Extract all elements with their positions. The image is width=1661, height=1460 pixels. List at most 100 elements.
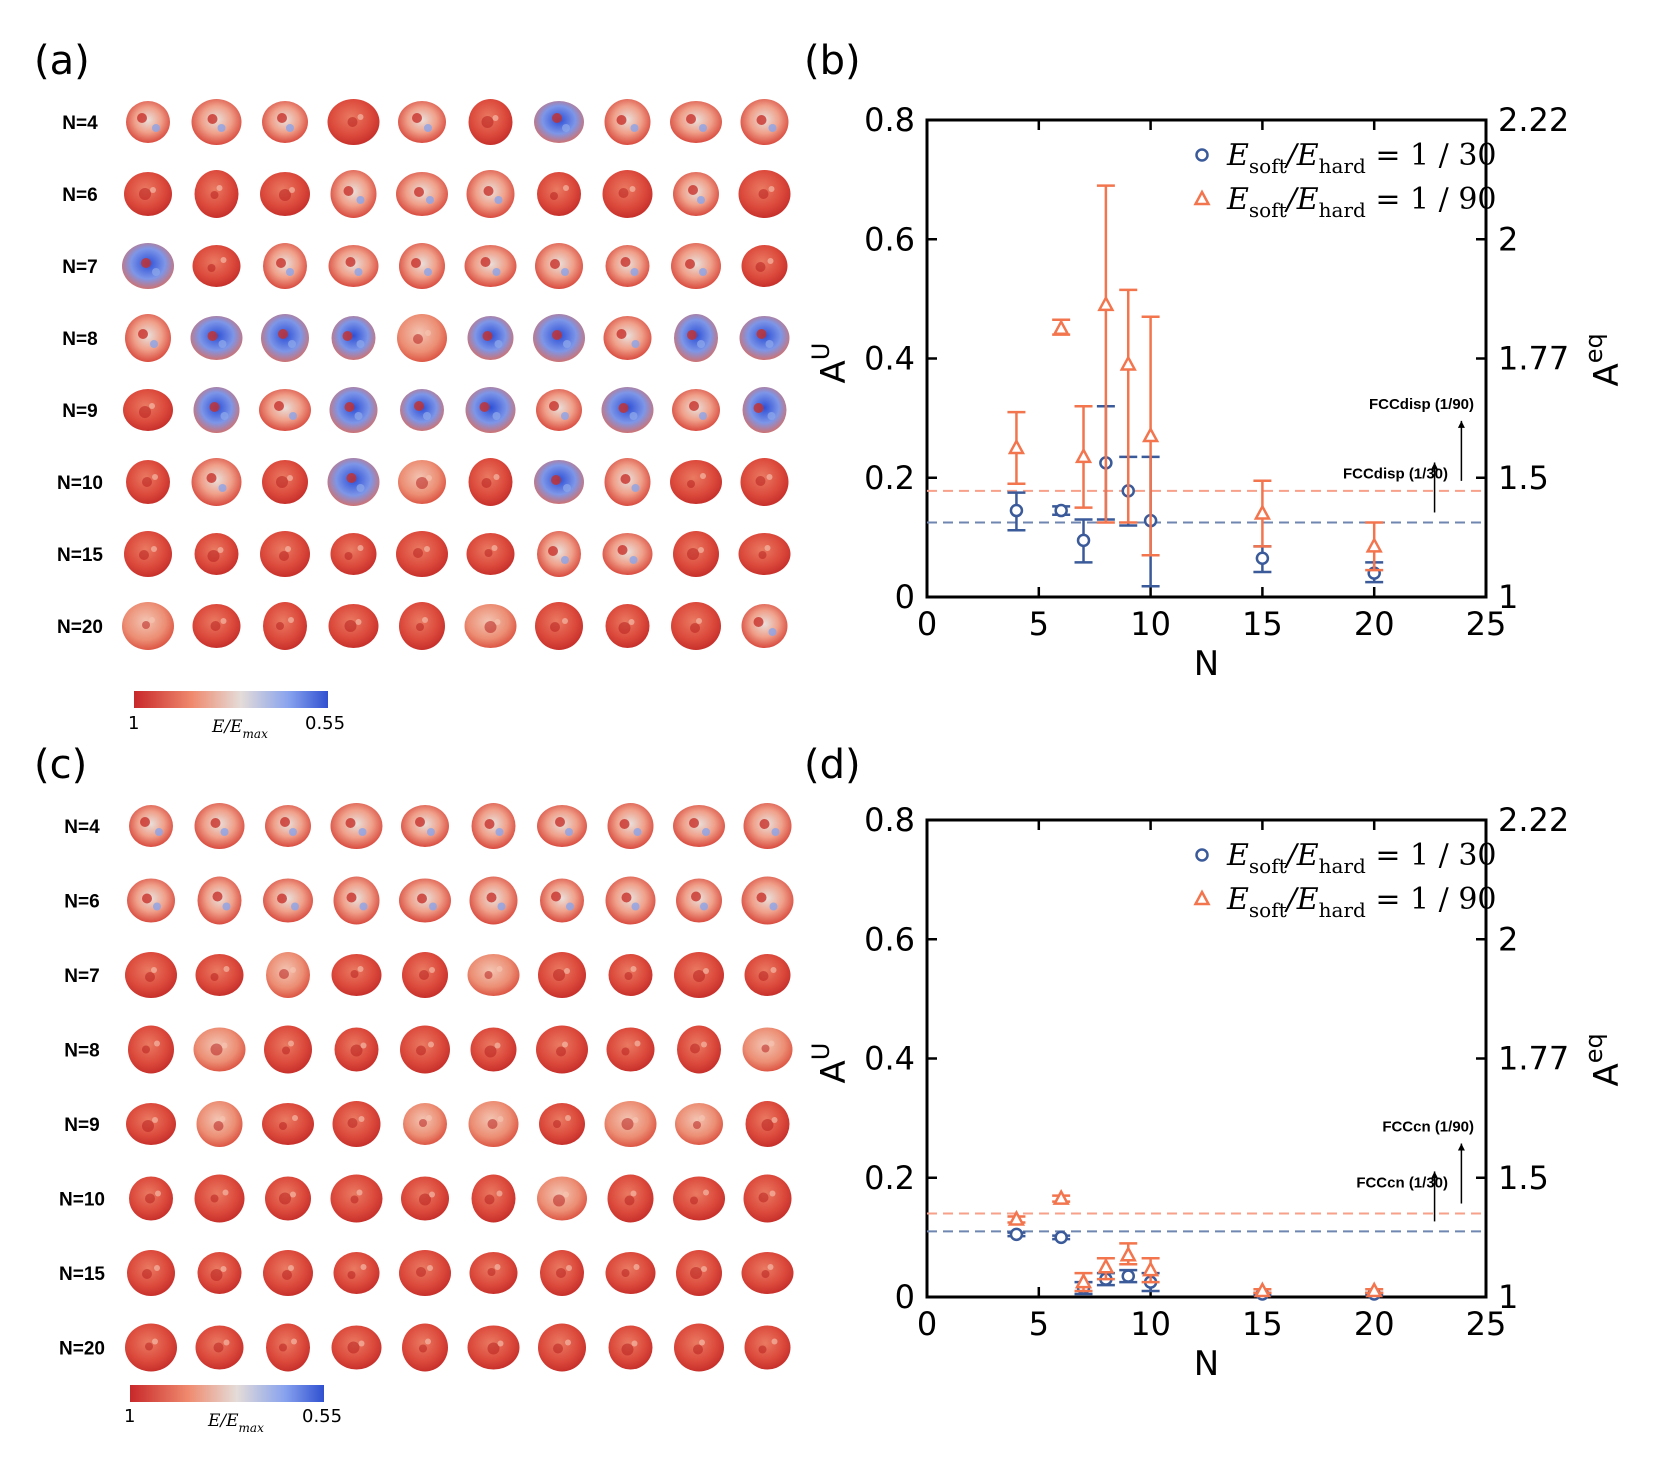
panel-d-label: (d) bbox=[804, 742, 861, 788]
particle-c-4-4 bbox=[403, 1103, 447, 1145]
legend-label-b-0: Esoft/Ehard = 1 / 30 bbox=[1226, 138, 1497, 178]
x-tick-label-b-2: 10 bbox=[1130, 605, 1171, 643]
particle-a-4-3 bbox=[329, 387, 378, 433]
right-tick-label-b-2: 1.77 bbox=[1498, 340, 1569, 378]
particle-c-0-2 bbox=[265, 805, 311, 847]
legend-label-d-0: Esoft/Ehard = 1 / 30 bbox=[1226, 838, 1497, 878]
particle-a-7-9 bbox=[741, 604, 788, 648]
right-tick-label-b-1: 1.5 bbox=[1498, 459, 1549, 497]
particle-c-4-1 bbox=[196, 1101, 243, 1147]
particle-c-6-1 bbox=[197, 1252, 242, 1294]
right-tick-label-d-0: 1 bbox=[1498, 1278, 1518, 1316]
particle-c-1-7 bbox=[605, 876, 656, 925]
particle-a-0-8 bbox=[670, 101, 722, 143]
x-tick-label-b-4: 20 bbox=[1354, 605, 1395, 643]
particle-a-5-7 bbox=[604, 458, 651, 506]
particle-a-7-4 bbox=[399, 602, 445, 650]
y-tick-label-d-0: 0 bbox=[895, 1278, 915, 1316]
row-label-c-5: N=10 bbox=[59, 1190, 105, 1211]
particle-a-4-5 bbox=[465, 387, 516, 433]
particle-c-2-0 bbox=[125, 952, 177, 998]
right-tick-label-d-4: 2.22 bbox=[1498, 801, 1569, 839]
row-label-a-6: N=15 bbox=[57, 545, 103, 566]
panel-c-label: (c) bbox=[34, 742, 87, 788]
particle-a-0-2 bbox=[262, 101, 308, 143]
particle-c-5-9 bbox=[743, 1174, 792, 1223]
particle-a-0-4 bbox=[398, 101, 446, 143]
particle-c-7-4 bbox=[402, 1323, 448, 1372]
colorbar-a-gradient bbox=[134, 691, 328, 708]
reference-label-d-0: FCCcn (1/90) bbox=[1382, 1119, 1474, 1136]
particle-c-1-4 bbox=[399, 878, 451, 923]
particle-c-6-4 bbox=[399, 1250, 451, 1296]
x-tick-label-d-5: 25 bbox=[1466, 1305, 1507, 1343]
legend-marker-b-1 bbox=[1193, 189, 1211, 206]
particle-c-4-9 bbox=[745, 1101, 790, 1147]
particle-a-6-4 bbox=[396, 531, 448, 577]
legend-label-b-1: Esoft/Ehard = 1 / 90 bbox=[1226, 182, 1497, 222]
particle-a-2-8 bbox=[671, 243, 721, 289]
legend-label-d-1: Esoft/Ehard = 1 / 90 bbox=[1226, 882, 1497, 922]
particle-a-2-6 bbox=[535, 243, 583, 289]
particle-grid-c: N=4 N=6 N=7 N=8 N=9 N=10 N=15 N=20 bbox=[59, 803, 794, 1372]
point-d-1-3 bbox=[1097, 1257, 1115, 1274]
x-axis-title-d: N bbox=[1194, 1344, 1219, 1384]
particle-a-5-8 bbox=[670, 460, 722, 504]
particle-c-4-6 bbox=[539, 1103, 585, 1145]
particle-c-1-2 bbox=[263, 878, 313, 923]
particle-a-6-1 bbox=[194, 533, 239, 575]
y-tick-label-d-2: 0.4 bbox=[864, 1040, 915, 1078]
particle-c-2-5 bbox=[467, 954, 520, 996]
right-axis-title-d: Aeq bbox=[1580, 1033, 1627, 1086]
point-d-1-5 bbox=[1142, 1260, 1160, 1277]
particle-a-6-3 bbox=[330, 533, 377, 575]
row-label-c-7: N=20 bbox=[59, 1339, 105, 1360]
x-tick-label-b-5: 25 bbox=[1466, 605, 1507, 643]
particle-a-7-6 bbox=[535, 602, 583, 650]
particle-c-1-3 bbox=[333, 876, 380, 925]
particle-c-7-1 bbox=[195, 1325, 244, 1370]
row-label-a-0: N=4 bbox=[62, 113, 98, 134]
colorbar-a-min-label: 1 bbox=[128, 713, 139, 734]
row-label-a-3: N=8 bbox=[62, 329, 97, 350]
point-b-1-0 bbox=[1007, 438, 1026, 455]
particle-a-0-7 bbox=[604, 99, 651, 145]
particle-a-7-3 bbox=[328, 604, 379, 648]
particle-a-1-4 bbox=[396, 172, 448, 216]
particle-a-4-7 bbox=[601, 387, 654, 433]
particle-a-4-1 bbox=[193, 387, 240, 433]
particle-c-3-3 bbox=[334, 1027, 379, 1072]
particle-a-6-5 bbox=[466, 533, 515, 575]
particle-a-2-9 bbox=[741, 245, 788, 287]
particle-a-2-1 bbox=[192, 245, 241, 287]
particle-a-2-0 bbox=[122, 243, 174, 289]
particle-c-4-3 bbox=[332, 1101, 381, 1147]
particle-c-1-1 bbox=[197, 876, 242, 925]
particle-a-4-9 bbox=[742, 387, 787, 433]
particle-c-6-2 bbox=[263, 1250, 313, 1296]
x-tick-label-b-0: 0 bbox=[917, 605, 937, 643]
particle-a-1-0 bbox=[124, 172, 172, 216]
legend-marker-b-0 bbox=[1195, 148, 1209, 162]
particle-c-7-6 bbox=[538, 1323, 586, 1372]
particle-a-2-2 bbox=[263, 243, 307, 289]
row-label-c-6: N=15 bbox=[59, 1264, 105, 1285]
row-label-a-4: N=9 bbox=[62, 401, 97, 422]
particle-c-6-3 bbox=[333, 1252, 380, 1294]
particle-c-5-6 bbox=[537, 1176, 587, 1221]
particle-a-7-2 bbox=[263, 602, 307, 650]
particle-c-3-6 bbox=[536, 1025, 588, 1074]
point-d-1-1 bbox=[1052, 1188, 1070, 1205]
particle-grid-a: N=4 N=6 N=7 N=8 N=9 N=10 N=15 N=20 bbox=[57, 99, 791, 650]
particle-c-1-8 bbox=[676, 878, 722, 923]
colorbar-c-title: E/Emax bbox=[207, 1411, 264, 1435]
point-b-0-2 bbox=[1076, 533, 1091, 548]
particle-a-0-6 bbox=[534, 101, 584, 143]
particle-c-5-8 bbox=[673, 1176, 725, 1221]
particle-a-6-0 bbox=[124, 531, 172, 577]
particle-c-4-2 bbox=[262, 1103, 314, 1145]
row-label-a-2: N=7 bbox=[62, 257, 97, 278]
particle-c-5-2 bbox=[265, 1176, 311, 1221]
particle-c-2-8 bbox=[674, 952, 724, 998]
